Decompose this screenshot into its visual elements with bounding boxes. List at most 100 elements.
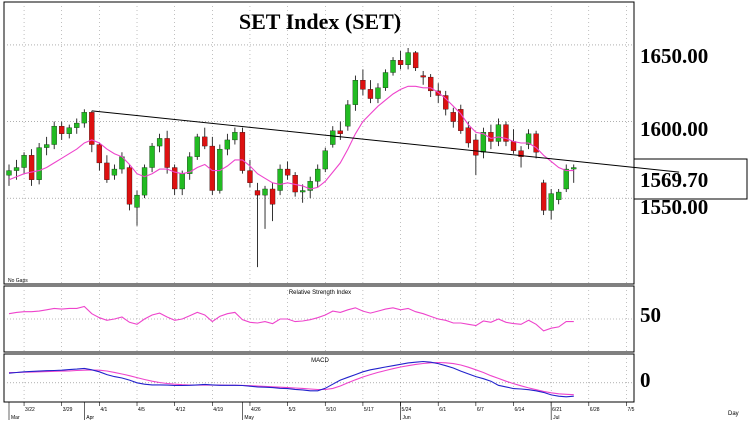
candle-body [284, 168, 291, 176]
candle-body [224, 139, 231, 150]
candle-body [51, 125, 57, 145]
candle-body [262, 188, 268, 196]
candle-body [307, 181, 313, 191]
candle-body [172, 167, 178, 190]
candle-body [300, 190, 306, 193]
candle-body [96, 144, 103, 164]
candle-body [111, 168, 118, 176]
candle-body [6, 170, 12, 176]
candle-body [315, 168, 321, 182]
candle-body [382, 72, 389, 88]
date-tick-label: 6/28 [590, 407, 600, 413]
macd-panel [3, 353, 635, 403]
date-tick-label: 4/1 [100, 407, 107, 413]
candle-body [156, 138, 163, 147]
candle-body [458, 109, 464, 131]
candle-body [571, 167, 577, 170]
date-tick-label: 3/22 [25, 407, 35, 413]
candle-body [443, 95, 449, 110]
candle-body [232, 132, 238, 141]
candle-body [44, 144, 50, 148]
date-tick-label: 4/26 [251, 407, 261, 413]
candle-body [322, 150, 328, 170]
candle-body [405, 52, 411, 65]
candle-body [179, 173, 185, 190]
candle-body [36, 147, 42, 180]
candle-body [533, 133, 539, 153]
candle-body [239, 132, 246, 171]
candle-body [352, 80, 359, 105]
x-axis-label: Day [728, 411, 739, 417]
candle-body [126, 167, 133, 205]
candle-body [510, 141, 517, 151]
candle-body [194, 136, 200, 157]
candle-body [367, 89, 374, 99]
candle-body [503, 124, 509, 142]
candle-body [412, 52, 419, 69]
candle-body [74, 122, 80, 128]
y-tick-label-1650: 1650.00 [640, 44, 708, 68]
candle-body [397, 60, 404, 65]
candle-body [375, 87, 381, 99]
date-tick-label: 4/5 [138, 407, 145, 413]
rsi-panel-label: Relative Strength Index [289, 290, 351, 296]
candle-body [480, 132, 487, 153]
date-tick-label: 7/5 [627, 407, 634, 413]
candle-body [360, 80, 366, 90]
rsi-line [8, 305, 574, 332]
grid-lines [4, 2, 634, 402]
macd-signal-line [9, 361, 574, 396]
month-label: Jun [403, 415, 411, 421]
candle-body [435, 90, 441, 96]
candle-body [28, 155, 35, 180]
candle-body [450, 112, 456, 122]
month-label: May [244, 415, 254, 421]
candle-body [134, 194, 140, 208]
candle-body [277, 168, 283, 191]
candle-body [104, 162, 110, 180]
candle-body [518, 150, 524, 157]
candle-body [209, 145, 215, 191]
candle-body [390, 60, 396, 73]
month-label: Apr [86, 415, 94, 421]
macd-tick-label: 0 [640, 368, 651, 392]
date-tick-label: 3/29 [63, 407, 73, 413]
current-value-box [633, 158, 748, 200]
trendline [91, 110, 680, 173]
rsi-tick-label: 50 [640, 303, 661, 327]
chart-title: SET Index (SET) [239, 9, 401, 34]
moving-average-line [8, 85, 574, 190]
candle-body [21, 155, 27, 168]
date-tick-label: 5/17 [364, 407, 374, 413]
y-tick-label-1550: 1550.00 [640, 195, 708, 219]
date-tick-label: 4/19 [213, 407, 223, 413]
candle-body [13, 167, 20, 171]
candle-body [330, 130, 336, 145]
candle-body [420, 75, 426, 78]
candle-body [202, 136, 208, 147]
candle-body [247, 170, 253, 183]
candle-body [345, 104, 351, 127]
date-tick-label: 5/24 [402, 407, 412, 413]
candle-body [495, 124, 502, 142]
date-tick-label: 6/21 [552, 407, 562, 413]
candle-body [428, 76, 434, 92]
candle-body [141, 167, 148, 196]
macd-line [8, 360, 574, 398]
candle-body [465, 127, 471, 144]
date-tick-label: 6/7 [477, 407, 484, 413]
date-tick-label: 6/1 [439, 407, 446, 413]
no-gaps-label: No Gaps [8, 278, 28, 284]
candle-body [187, 156, 193, 174]
candle-body [548, 193, 554, 211]
candle-body [149, 145, 155, 168]
date-axis: 3/22 3/29 4/1 4/5 4/12 4/19 4/26 5/3 5/10 5/17 5/2… [8, 402, 635, 421]
candle-body [525, 133, 532, 145]
candle-body [473, 139, 479, 156]
candle-body [540, 182, 547, 211]
candle-body [164, 138, 170, 168]
candle-body [269, 188, 276, 205]
candle-body [254, 190, 261, 196]
candle-body [556, 191, 562, 200]
